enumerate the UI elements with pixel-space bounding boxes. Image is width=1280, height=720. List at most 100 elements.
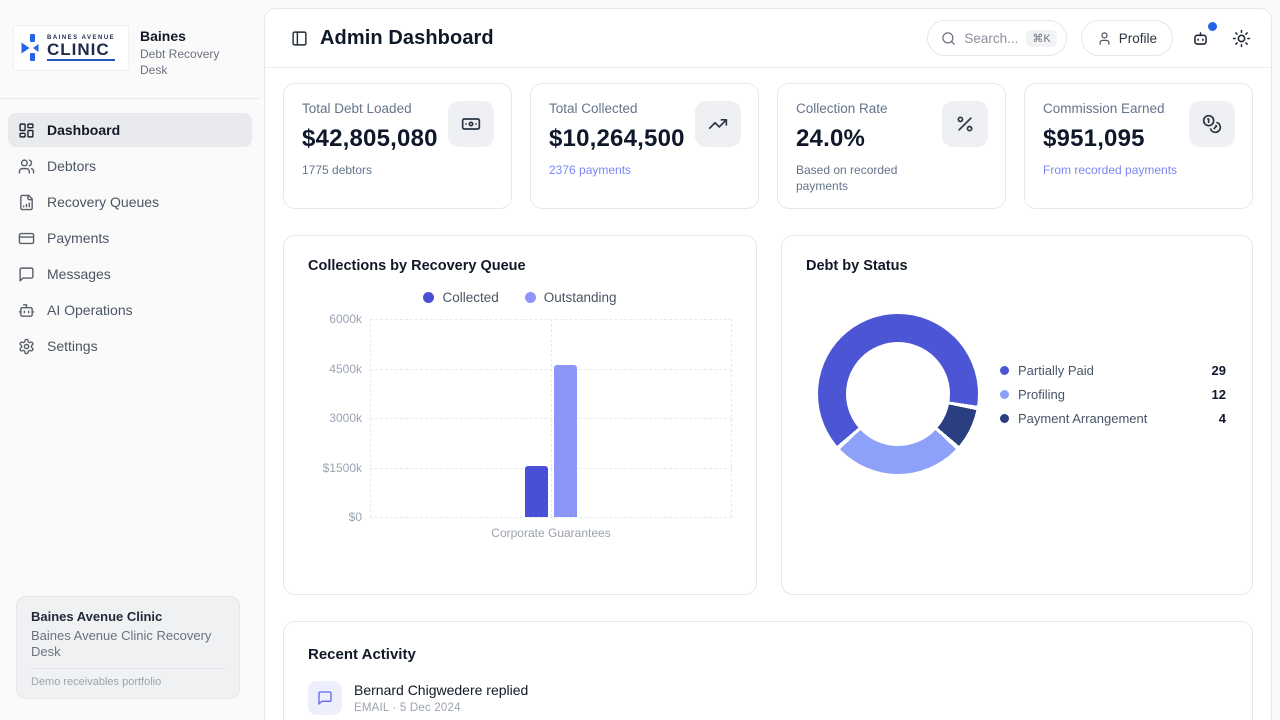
sidebar-item-label: Debtors (47, 158, 97, 175)
donut-legend: Partially Paid 29 Profiling 12 Payment A… (1000, 363, 1228, 426)
sidebar-item-dashboard[interactable]: Dashboard (8, 113, 252, 148)
sidebar-item-label: AI Operations (47, 302, 133, 319)
sidebar-nav: Dashboard Debtors Recovery Queues Paymen… (0, 99, 260, 363)
dashboard-grid-icon (18, 122, 35, 139)
legend-dot-outstanding (524, 292, 536, 303)
donut-chart-title: Debt by Status (806, 258, 908, 274)
stat-card-total-collected: Total Collected $10,264,500 2376 payment… (530, 83, 759, 209)
sidebar-item-ai-operations[interactable]: AI Operations (8, 293, 252, 327)
org-description: Baines Avenue Clinic Recovery Desk (31, 627, 212, 659)
notification-dot (1208, 21, 1217, 31)
bar-chart-plot: 6000k 4500k 3000k $1500k $0 (308, 312, 732, 524)
theme-toggle-button[interactable] (1228, 25, 1255, 52)
search-icon (941, 31, 956, 46)
dashboard-content: Total Debt Loaded $42,805,080 1775 debto… (265, 68, 1271, 720)
users-icon (18, 158, 35, 175)
legend-value: 29 (1211, 362, 1226, 378)
activity-item[interactable]: Bernard Chigwedere replied EMAIL · 5 Dec… (308, 681, 1228, 715)
search-button[interactable]: Search... ⌘K (927, 20, 1067, 56)
panel-left-icon (291, 30, 308, 47)
sidebar-item-recovery-queues[interactable]: Recovery Queues (8, 185, 252, 219)
y-tick: $0 (348, 510, 362, 524)
user-icon (1097, 31, 1112, 46)
robot-icon (1191, 29, 1210, 48)
stat-label: Commission Earned (1043, 101, 1165, 116)
recent-activity-title: Recent Activity (308, 646, 416, 663)
y-axis: 6000k 4500k 3000k $1500k $0 (308, 312, 370, 524)
legend-dot-partially-paid (1000, 365, 1009, 375)
stat-value: $10,264,500 (549, 125, 685, 152)
clinic-pinwheel-icon (21, 34, 39, 61)
activity-item-meta: EMAIL · 5 Dec 2024 (354, 702, 461, 714)
stat-value: $951,095 (1043, 125, 1145, 152)
sidebar-item-debtors[interactable]: Debtors (8, 149, 252, 183)
sidebar: BAINES AVENUE CLINIC Baines Debt Recover… (0, 0, 260, 720)
stat-label: Collection Rate (796, 101, 888, 116)
y-tick: 4500k (329, 361, 362, 376)
legend-value: 4 (1218, 410, 1226, 426)
y-tick: 3000k (329, 411, 362, 425)
org-card: Baines Avenue Clinic Baines Avenue Clini… (16, 595, 240, 699)
legend-label: Partially Paid (1018, 362, 1094, 378)
stat-label: Total Collected (549, 101, 638, 116)
legend-label: Outstanding (543, 290, 617, 305)
stats-row: Total Debt Loaded $42,805,080 1775 debto… (283, 83, 1253, 209)
main-panel: Admin Dashboard Search... ⌘K Profile (264, 8, 1272, 720)
credit-card-icon (18, 230, 35, 247)
org-note: Demo receivables portfolio (31, 668, 225, 688)
search-shortcut-badge: ⌘K (1026, 29, 1057, 47)
gear-icon (18, 338, 35, 355)
topbar: Admin Dashboard Search... ⌘K Profile (265, 9, 1271, 68)
profile-label: Profile (1118, 30, 1157, 46)
legend-label: Collected (442, 290, 499, 305)
stat-card-collection-rate: Collection Rate 24.0% Based on recorded … (777, 83, 1006, 209)
message-icon (308, 681, 342, 715)
stat-card-total-debt: Total Debt Loaded $42,805,080 1775 debto… (283, 83, 512, 209)
stat-subtext-link[interactable]: 2376 payments (549, 163, 632, 177)
profile-button[interactable]: Profile (1080, 20, 1173, 56)
stat-subtext: 1775 debtors (302, 163, 373, 177)
bar-chart-legend: Collected Outstanding (308, 290, 732, 305)
legend-value: 12 (1211, 386, 1226, 402)
stat-subtext-link[interactable]: From recorded payments (1043, 163, 1178, 177)
bar-chart-card: Collections by Recovery Queue Collected … (283, 235, 757, 595)
legend-dot-payment-arrangement (1000, 413, 1009, 423)
sidebar-item-label: Payments (47, 230, 110, 247)
stat-label: Total Debt Loaded (302, 101, 412, 116)
legend-label: Payment Arrangement (1018, 410, 1148, 426)
logo-line1: BAINES AVENUE (47, 35, 116, 42)
stat-value: 24.0% (796, 125, 866, 152)
legend-label: Profiling (1018, 386, 1065, 402)
logo-line2: CLINIC (47, 41, 116, 61)
app-name: Baines (140, 28, 186, 44)
legend-dot-collected (423, 292, 435, 303)
page-title: Admin Dashboard (320, 26, 494, 49)
legend-dot-profiling (1000, 389, 1009, 399)
sidebar-item-messages[interactable]: Messages (8, 257, 252, 291)
charts-row: Collections by Recovery Queue Collected … (283, 235, 1253, 595)
recent-activity-card: Recent Activity Bernard Chigwedere repli… (283, 621, 1253, 720)
banknote-icon (448, 101, 494, 147)
bar-collected[interactable] (525, 465, 548, 517)
activity-item-title: Bernard Chigwedere replied (354, 682, 529, 698)
sidebar-item-label: Dashboard (47, 122, 121, 139)
stat-card-commission: Commission Earned $951,095 From recorded… (1024, 83, 1253, 209)
sidebar-header: BAINES AVENUE CLINIC Baines Debt Recover… (0, 0, 260, 100)
sidebar-item-payments[interactable]: Payments (8, 221, 252, 255)
message-icon (18, 266, 35, 283)
app-subtitle: Debt Recovery Desk (140, 47, 220, 77)
donut-chart-card: Debt by Status Partially Paid 29 P (781, 235, 1253, 595)
donut-chart[interactable] (818, 314, 978, 474)
search-placeholder: Search... (964, 30, 1019, 46)
stat-subtext: Based on recorded payments (796, 163, 898, 194)
x-axis-category: Corporate Guarantees (491, 526, 611, 540)
sidebar-item-settings[interactable]: Settings (8, 329, 252, 363)
stat-value: $42,805,080 (302, 125, 438, 152)
y-tick: 6000k (329, 312, 362, 326)
ai-assistant-button[interactable] (1187, 21, 1217, 52)
sun-icon (1232, 29, 1251, 48)
robot-icon (18, 302, 35, 319)
sidebar-toggle-button[interactable] (287, 26, 312, 51)
org-name: Baines Avenue Clinic (31, 608, 163, 624)
bar-outstanding[interactable] (554, 364, 577, 517)
